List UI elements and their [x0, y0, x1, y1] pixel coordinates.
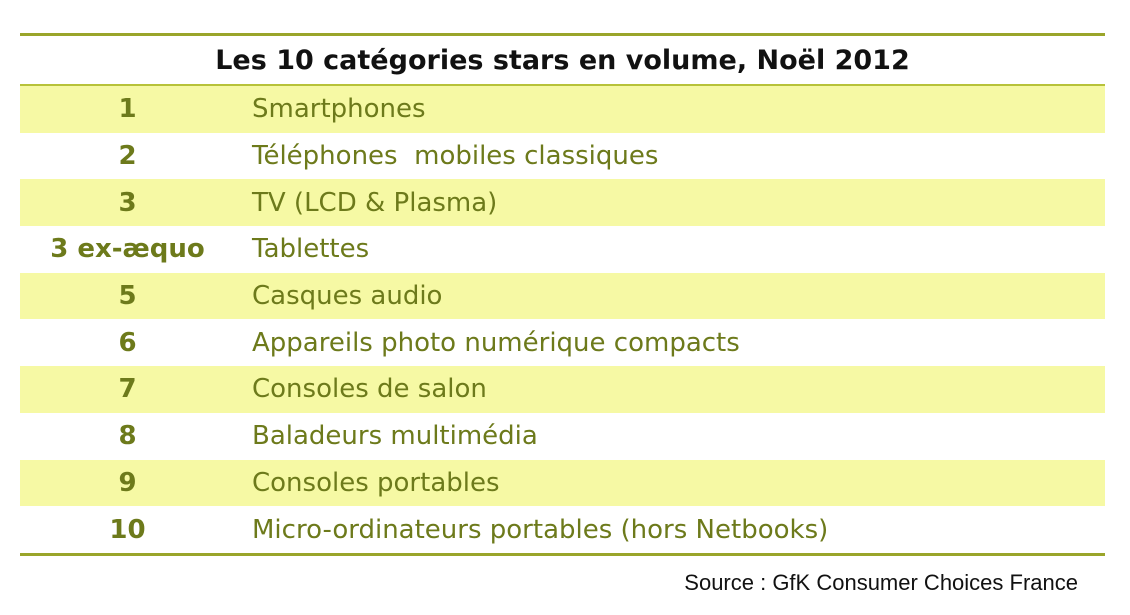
table-row: 7 Consoles de salon — [20, 366, 1105, 413]
table-row: 8 Baladeurs multimédia — [20, 413, 1105, 460]
rank-cell: 7 — [118, 374, 137, 405]
rank-cell: 8 — [118, 421, 137, 452]
table-row: 2 Téléphones mobiles classiques — [20, 133, 1105, 180]
table-top-rule — [20, 33, 1105, 36]
rank-cell: 2 — [118, 141, 137, 172]
category-cell: Baladeurs multimédia — [252, 421, 538, 452]
category-cell: Micro-ordinateurs portables (hors Netboo… — [252, 514, 829, 545]
rank-cell: 1 — [118, 94, 137, 125]
table-row: 10 Micro-ordinateurs portables (hors Net… — [20, 506, 1105, 553]
table-row: 3 TV (LCD & Plasma) — [20, 179, 1105, 227]
rank-cell: 10 — [109, 514, 146, 545]
table-bottom-rule — [20, 552, 1105, 556]
ranking-table: Les 10 catégories stars en volume, Noël … — [20, 33, 1105, 556]
table-row: 9 Consoles portables — [20, 459, 1105, 507]
category-cell: Consoles de salon — [252, 374, 487, 405]
table-row: 5 Casques audio — [20, 272, 1105, 320]
rank-cell: 9 — [118, 467, 137, 498]
category-cell: Appareils photo numérique compacts — [252, 327, 740, 358]
category-cell: Smartphones — [252, 94, 426, 125]
rank-cell: 3 ex-æquo — [50, 234, 205, 265]
table-row: 1 Smartphones — [20, 86, 1105, 133]
source-note: Source : GfK Consumer Choices France — [684, 570, 1078, 595]
table-row: 3 ex-æquo Tablettes — [20, 226, 1105, 273]
table-title: Les 10 catégories stars en volume, Noël … — [20, 36, 1105, 86]
category-cell: TV (LCD & Plasma) — [252, 187, 498, 218]
rank-cell: 3 — [118, 187, 137, 218]
category-cell: Consoles portables — [252, 467, 500, 498]
table-row: 6 Appareils photo numérique compacts — [20, 319, 1105, 366]
rank-cell: 6 — [118, 327, 137, 358]
category-cell: Casques audio — [252, 281, 443, 312]
rank-cell: 5 — [118, 281, 137, 312]
category-cell: Téléphones mobiles classiques — [252, 141, 659, 172]
category-cell: Tablettes — [252, 234, 370, 265]
